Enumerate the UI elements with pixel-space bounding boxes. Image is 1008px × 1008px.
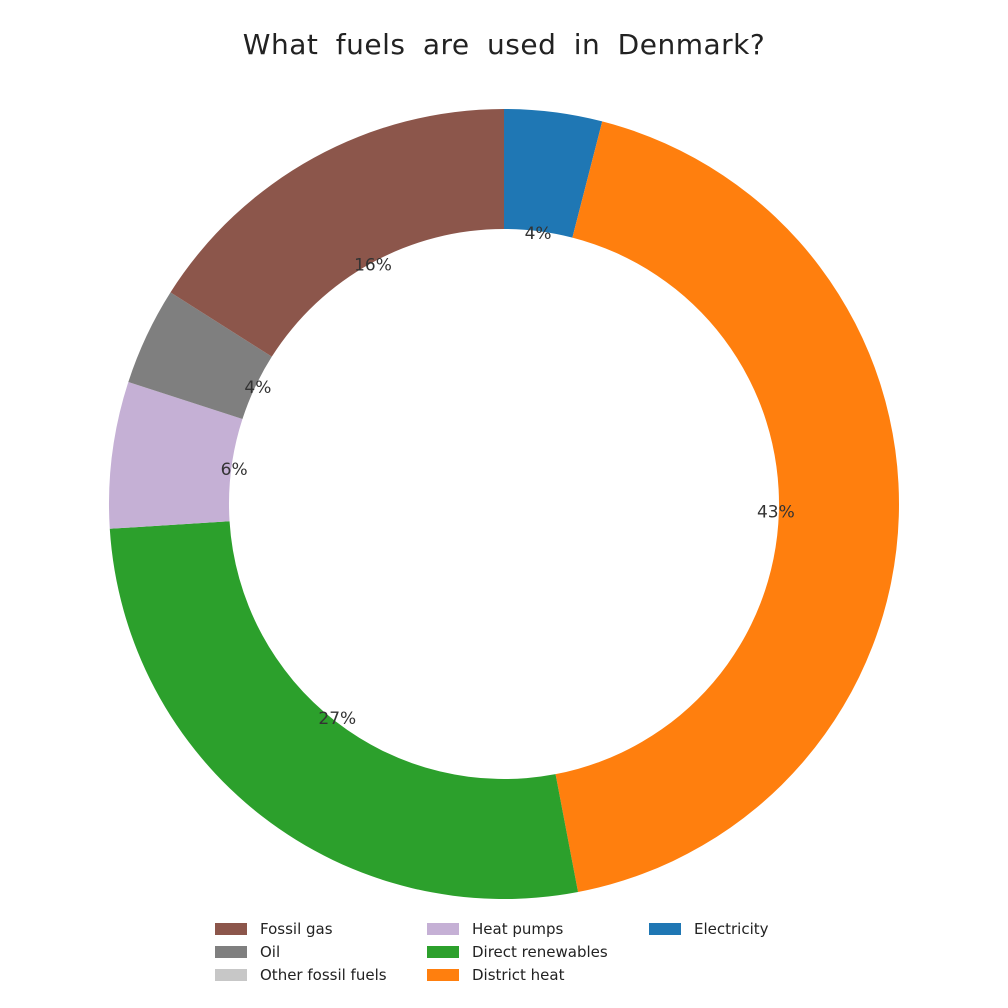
- legend-swatch: [427, 968, 459, 981]
- legend-item-direct-renewables: Direct renewables: [427, 940, 649, 963]
- slice-label-oil: 4%: [244, 378, 271, 398]
- slice-label-heat-pumps: 6%: [221, 460, 248, 480]
- slice-label-electricity: 4%: [525, 224, 552, 244]
- slice-label-district-heat: 43%: [757, 503, 795, 523]
- legend-label: Heat pumps: [472, 919, 564, 938]
- legend-label: Other fossil fuels: [260, 965, 387, 984]
- legend-swatch: [427, 945, 459, 958]
- legend-swatch: [427, 922, 459, 935]
- legend-label: Direct renewables: [472, 942, 608, 961]
- slice-label-direct-renewables: 27%: [318, 709, 356, 729]
- legend-item-fossil-gas: Fossil gas: [215, 917, 427, 940]
- legend-item-district-heat: District heat: [427, 963, 649, 986]
- legend-item-other-fossil-fuels: Other fossil fuels: [215, 963, 427, 986]
- legend-swatch: [649, 922, 681, 935]
- legend-item-heat-pumps: Heat pumps: [427, 917, 649, 940]
- slice-label-fossil-gas: 16%: [354, 256, 392, 276]
- legend-item-electricity: Electricity: [649, 917, 849, 940]
- legend-label: Fossil gas: [260, 919, 333, 938]
- chart-title: What fuels are used in Denmark?: [243, 28, 765, 61]
- slice-heat-pumps: [109, 381, 243, 529]
- legend-swatch: [215, 968, 247, 981]
- legend-swatch: [215, 945, 247, 958]
- slice-district-heat: [555, 121, 899, 893]
- legend-label: Electricity: [694, 919, 769, 938]
- chart-legend: Fossil gas Oil Other fossil fuels Heat pump…: [215, 917, 849, 986]
- slice-direct-renewables: [109, 521, 579, 899]
- donut-slices: [109, 109, 899, 899]
- slice-labels: 4% 43% 27% 6% 4% 16%: [221, 224, 795, 729]
- slice-oil: [128, 292, 272, 420]
- slice-electricity: [504, 109, 603, 238]
- legend-label: Oil: [260, 942, 281, 961]
- slice-fossil-gas: [170, 109, 504, 357]
- legend-item-oil: Oil: [215, 940, 427, 963]
- legend-swatch: [215, 922, 247, 935]
- legend-label: District heat: [472, 965, 565, 984]
